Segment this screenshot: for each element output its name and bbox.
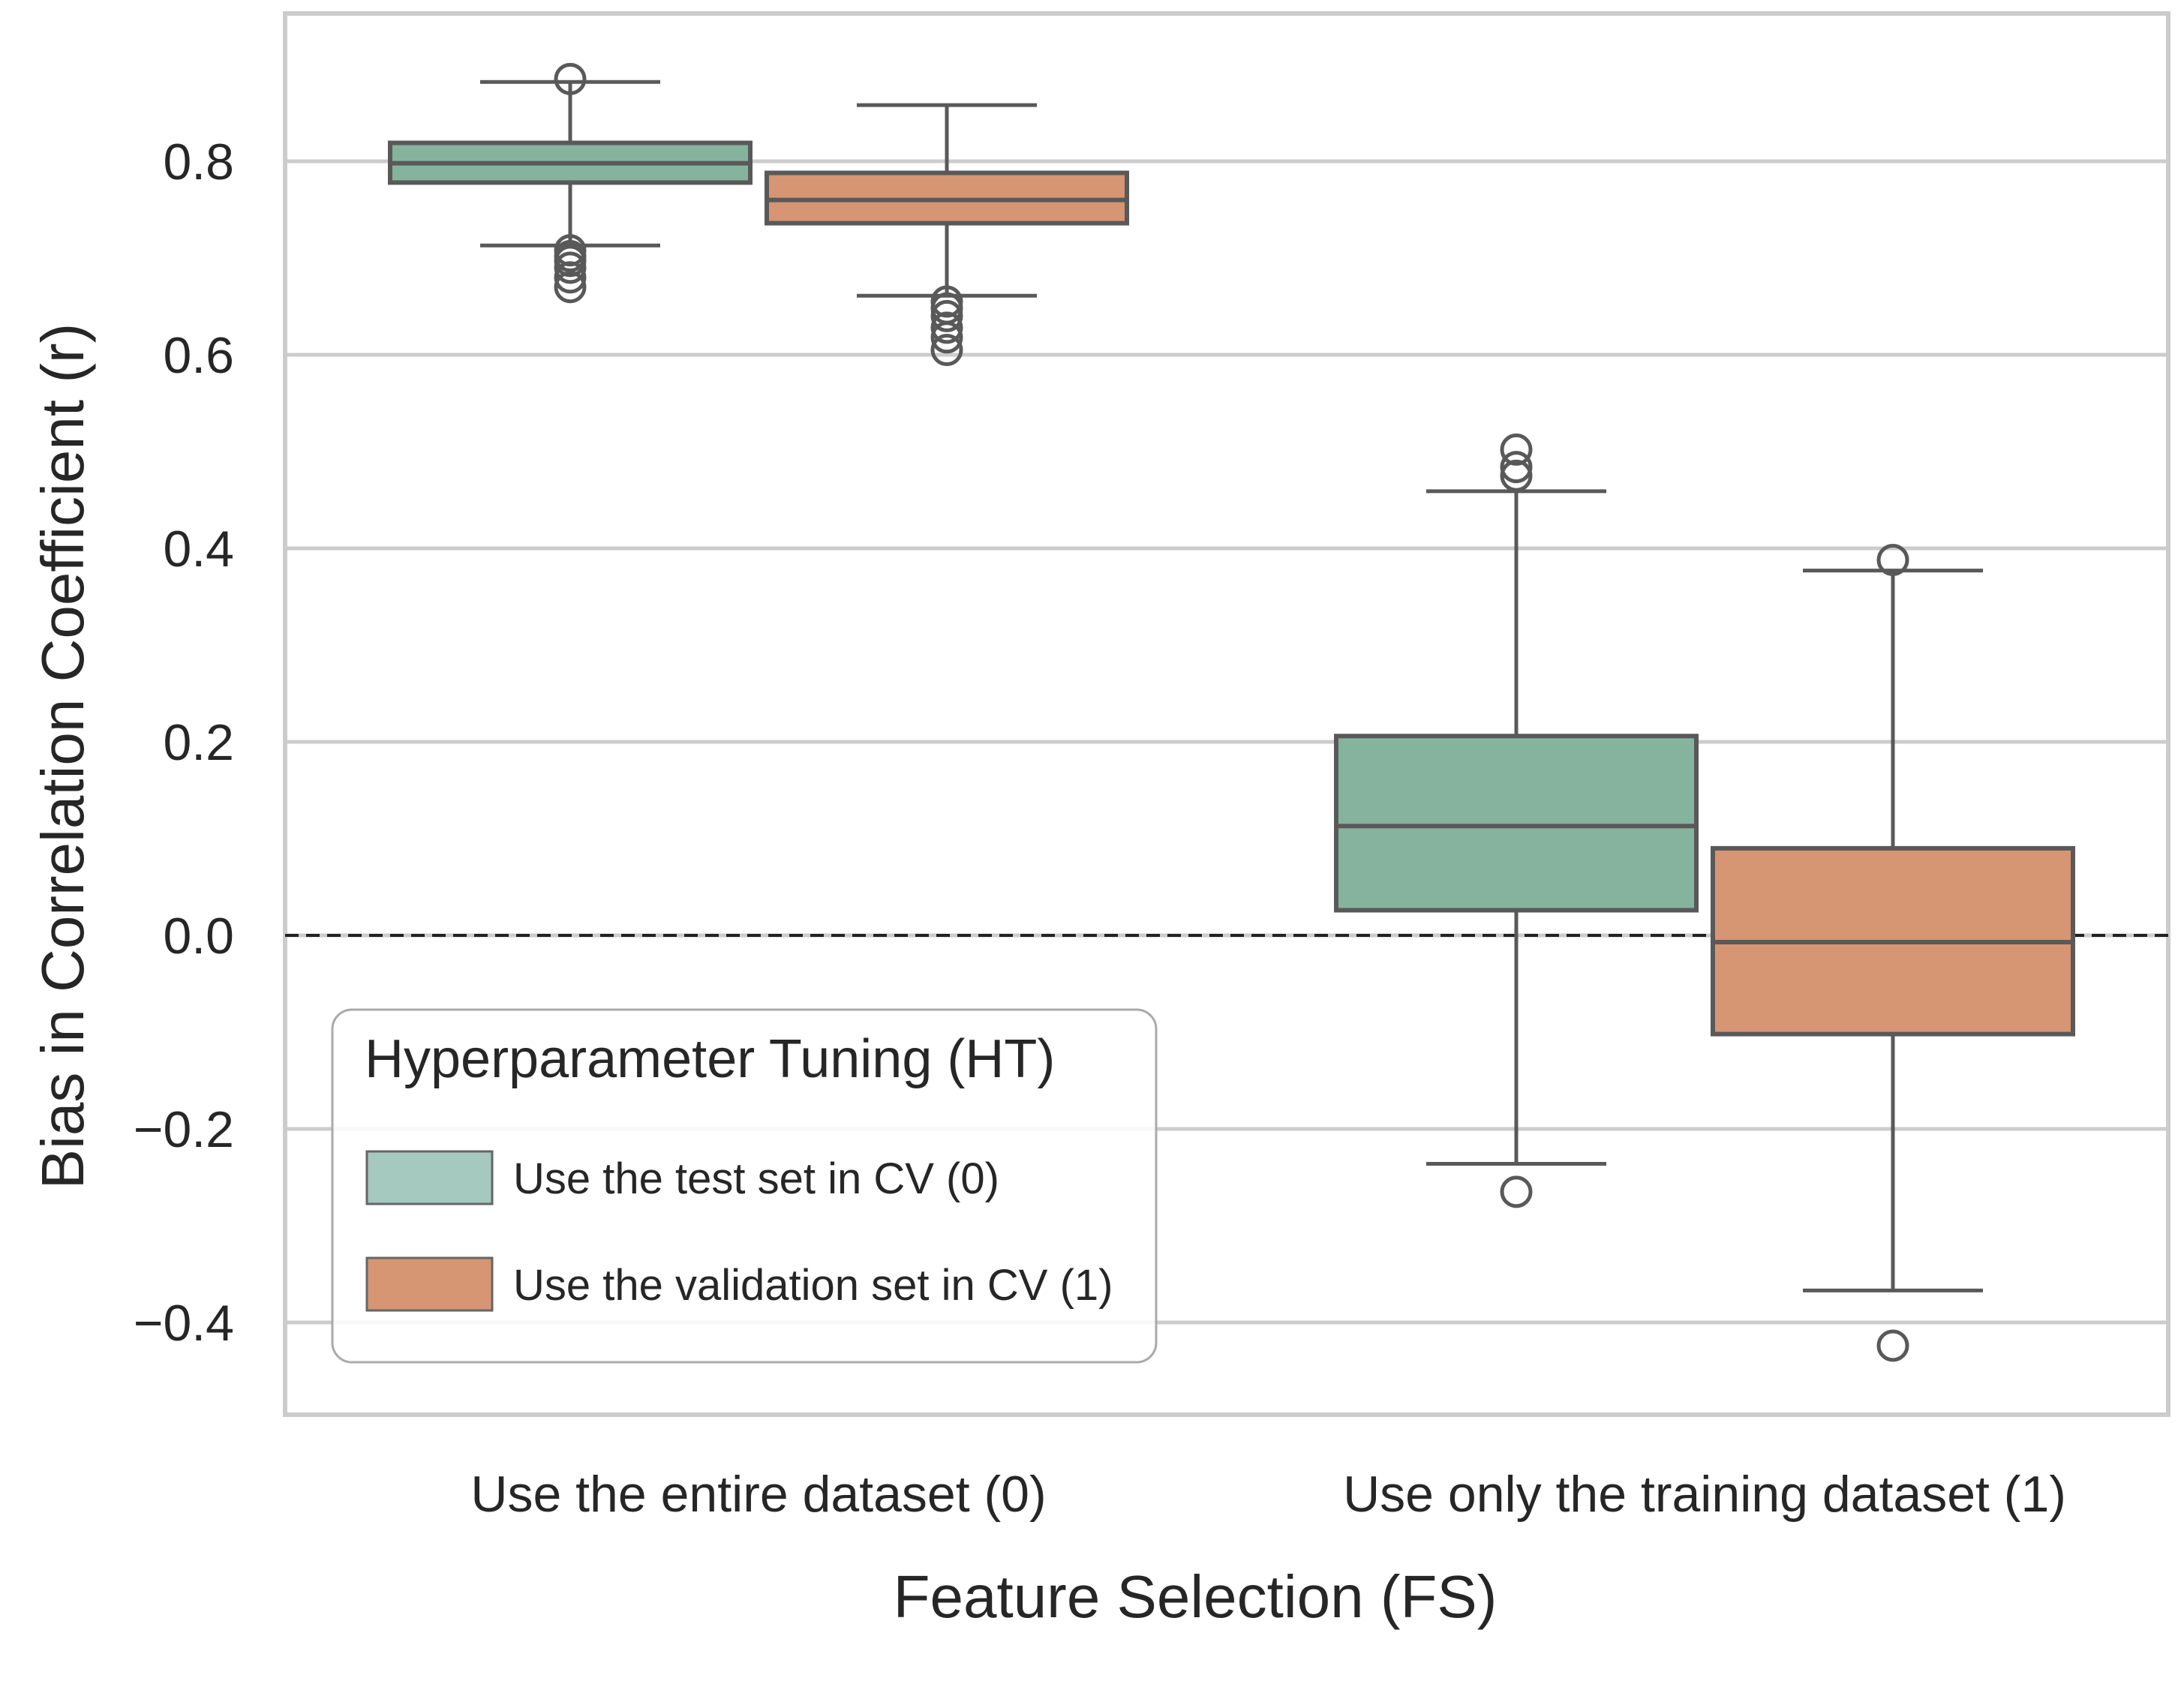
outlier-point — [1500, 459, 1533, 492]
outlier-point — [930, 299, 963, 332]
legend-swatch-test-set — [365, 1150, 494, 1205]
y-tick-label: 0.0 — [163, 908, 234, 965]
legend-title: Hyperparameter Tuning (HT) — [365, 1029, 1055, 1089]
outlier-point — [554, 261, 587, 294]
box-group — [388, 62, 753, 304]
outlier-point — [1876, 543, 1909, 576]
plot-area-frame — [283, 11, 2170, 1417]
y-tick-label: 0.4 — [163, 521, 234, 578]
y-tick-labels: −0.4 −0.2 0.0 0.2 0.4 0.6 0.8 — [134, 134, 234, 1352]
outlier-point — [554, 251, 587, 284]
x-tick-labels: Use the entire dataset (0) Use only the t… — [470, 1466, 2066, 1523]
y-axis-title: Bias in Correlation Coefficient (r) — [29, 323, 96, 1190]
box-group — [1334, 433, 1699, 1208]
outlier-point — [1500, 451, 1533, 484]
x-tick-label: Use the entire dataset (0) — [470, 1466, 1046, 1523]
x-tick-label: Use only the training dataset (1) — [1343, 1466, 2066, 1523]
legend-label-validation-set: Use the validation set in CV (1) — [513, 1261, 1113, 1310]
y-tick-label: −0.4 — [134, 1295, 234, 1352]
outlier-point — [930, 334, 963, 367]
outlier-point — [1500, 1175, 1533, 1208]
legend-frame — [331, 1008, 1158, 1364]
outlier-point — [1500, 433, 1533, 466]
legend: Hyperparameter Tuning (HT) Use the test … — [331, 1008, 1158, 1364]
outlier-point — [930, 321, 963, 354]
x-axis-title: Feature Selection (FS) — [894, 1563, 1498, 1630]
outlier-point — [930, 311, 963, 344]
box-group — [1711, 543, 2075, 1362]
legend-label-test-set: Use the test set in CV (0) — [513, 1154, 999, 1203]
y-tick-label: 0.8 — [163, 134, 234, 191]
outlier-point — [554, 271, 587, 304]
boxes — [388, 62, 2075, 1362]
legend-swatch-validation-set — [365, 1256, 494, 1312]
iqr-box — [1334, 734, 1699, 913]
y-tick-label: −0.2 — [134, 1101, 234, 1158]
outlier-point — [554, 62, 587, 95]
y-tick-label: 0.2 — [163, 714, 234, 771]
y-tick-label: 0.6 — [163, 327, 234, 384]
outlier-point — [1876, 1329, 1909, 1362]
box-group — [765, 103, 1129, 367]
